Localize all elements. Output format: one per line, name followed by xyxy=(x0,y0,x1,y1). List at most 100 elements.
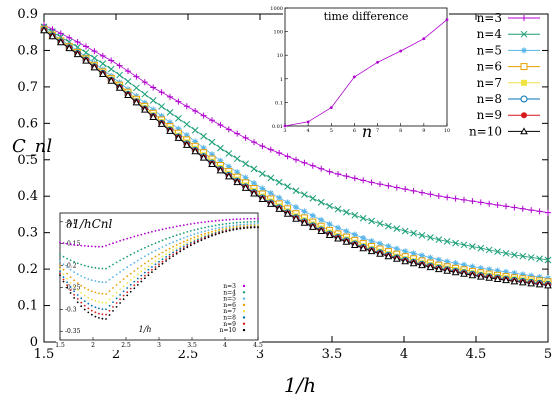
data-point xyxy=(418,261,426,269)
derivative-point xyxy=(136,267,139,270)
derivative-point xyxy=(207,229,210,232)
data-point xyxy=(528,272,535,279)
derivative-point xyxy=(168,242,171,245)
derivative-point xyxy=(119,288,121,291)
data-point xyxy=(73,50,82,58)
data-point xyxy=(216,166,225,174)
derivative-point xyxy=(161,262,164,265)
derivative-point xyxy=(168,226,171,229)
y-tick-label: 0.4 xyxy=(17,189,38,204)
derivative-point xyxy=(119,302,121,304)
inset-y-tick-label: 100 xyxy=(273,30,283,36)
derivative-point xyxy=(189,241,192,244)
derivative-point xyxy=(90,304,93,307)
derivative-point xyxy=(101,301,104,304)
data-point xyxy=(259,143,266,150)
data-point xyxy=(150,106,157,113)
inset-time-point xyxy=(353,75,356,79)
derivative-point xyxy=(90,309,93,312)
data-point xyxy=(426,263,435,271)
derivative-point xyxy=(175,249,178,252)
data-point xyxy=(351,211,359,219)
data-point xyxy=(334,205,342,213)
derivative-point xyxy=(243,227,245,230)
inset-x-tick-label: 6 xyxy=(353,128,356,134)
derivative-point xyxy=(175,252,178,255)
derivative-point xyxy=(193,229,196,231)
data-point xyxy=(326,221,333,228)
derivative-point xyxy=(122,238,125,241)
x-tick-label: 1.5 xyxy=(34,347,55,362)
data-point xyxy=(359,214,367,222)
derivative-point xyxy=(165,253,168,256)
data-point xyxy=(107,76,116,84)
derivative-point xyxy=(246,223,249,226)
data-point xyxy=(435,236,443,244)
data-point xyxy=(308,222,317,230)
derivative-point xyxy=(108,304,111,307)
derivative-point xyxy=(83,308,86,311)
derivative-point xyxy=(161,246,164,248)
data-point xyxy=(485,246,493,254)
derivative-point xyxy=(59,274,61,277)
derivative-point xyxy=(243,223,245,226)
data-point xyxy=(209,151,215,158)
data-point xyxy=(167,93,173,100)
derivative-point xyxy=(221,231,224,234)
derivative-point xyxy=(98,317,100,319)
inset-legend-marker xyxy=(242,303,246,307)
derivative-point xyxy=(101,308,104,310)
derivative-point xyxy=(144,232,146,235)
derivative-point xyxy=(133,280,136,283)
data-point xyxy=(158,113,165,120)
data-point xyxy=(444,258,451,265)
derivative-point xyxy=(218,219,221,222)
inset-legend-label: n=10 xyxy=(219,327,236,334)
derivative-point xyxy=(98,312,100,315)
inset-y-tick-label: 10 xyxy=(277,53,283,59)
derivative-point xyxy=(76,282,79,285)
derivative-point xyxy=(94,245,97,248)
derivative-point xyxy=(186,223,189,226)
derivative-point xyxy=(122,257,125,260)
data-point xyxy=(477,199,484,206)
inset-x-tick-label: 8 xyxy=(399,128,402,134)
data-point xyxy=(133,73,140,80)
derivative-point xyxy=(147,274,150,277)
x-tick-label: 3.5 xyxy=(322,347,343,362)
derivative-point xyxy=(112,306,114,308)
derivative-point xyxy=(136,234,139,237)
inset-time-point xyxy=(306,120,310,124)
derivative-point xyxy=(94,300,97,302)
derivative-point xyxy=(186,246,189,249)
legend-label: n=3 xyxy=(477,11,502,25)
inset-x-tick-label: 1.5 xyxy=(55,342,65,349)
data-point xyxy=(141,90,149,98)
derivative-point xyxy=(204,221,206,223)
y-tick-label: 0 xyxy=(30,335,38,350)
derivative-point xyxy=(186,243,189,246)
derivative-point xyxy=(147,265,150,267)
legend-label: n=10 xyxy=(469,124,502,138)
inset-x-tick-label: 4 xyxy=(223,342,227,349)
data-point xyxy=(376,249,384,257)
derivative-point xyxy=(225,225,228,228)
derivative-point xyxy=(87,288,90,291)
derivative-point xyxy=(108,298,111,301)
data-point xyxy=(503,268,509,275)
derivative-point xyxy=(221,223,224,226)
data-point xyxy=(318,216,325,223)
derivative-point xyxy=(200,235,203,238)
data-point xyxy=(335,224,341,231)
derivative-point xyxy=(101,317,104,320)
data-point xyxy=(486,266,493,273)
data-point xyxy=(401,227,409,235)
derivative-point xyxy=(83,304,86,307)
data-point xyxy=(342,237,351,245)
data-point xyxy=(40,26,48,34)
derivative-point xyxy=(73,293,75,296)
inset-time-point xyxy=(422,37,426,41)
derivative-point xyxy=(161,258,164,261)
derivative-point xyxy=(126,237,129,240)
data-point xyxy=(267,174,275,182)
